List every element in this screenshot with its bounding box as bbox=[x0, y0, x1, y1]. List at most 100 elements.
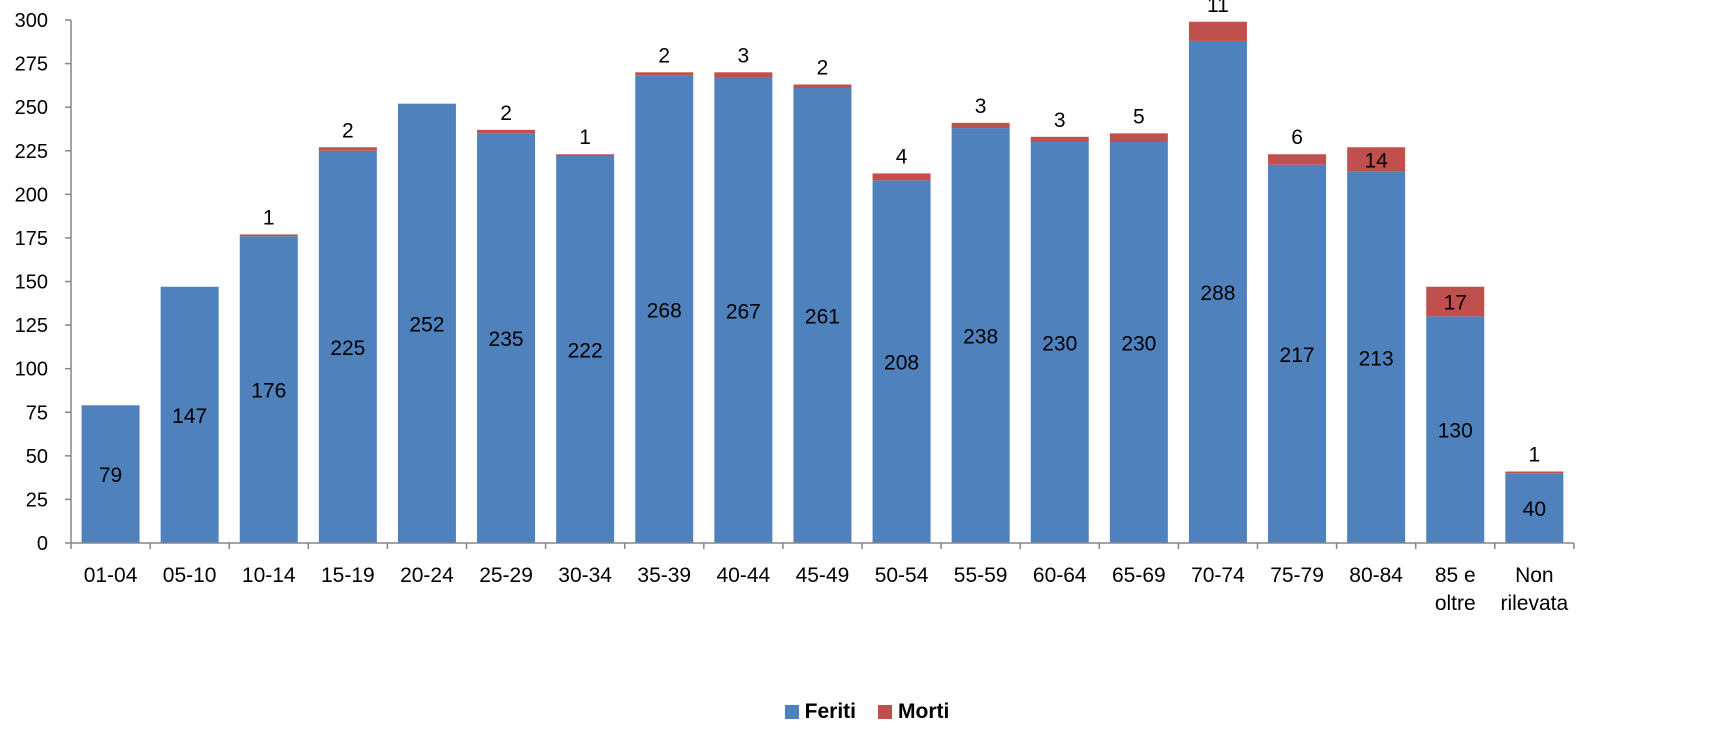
bar-morti bbox=[318, 147, 377, 151]
data-label-morti: 3 bbox=[738, 44, 750, 67]
data-label-feriti: 213 bbox=[1359, 347, 1394, 370]
y-tick-label: 150 bbox=[15, 272, 48, 294]
legend-item-feriti: Feriti bbox=[784, 700, 856, 724]
bar-feriti bbox=[1188, 40, 1247, 544]
bar-feriti bbox=[635, 75, 694, 543]
data-label-feriti: 235 bbox=[489, 328, 524, 351]
bar-feriti bbox=[397, 103, 456, 544]
legend-label-feriti: Feriti bbox=[804, 700, 856, 723]
y-tick-label: 175 bbox=[15, 228, 48, 250]
bar-morti bbox=[714, 72, 773, 78]
data-label-feriti: 238 bbox=[963, 326, 998, 349]
legend-swatch-feriti bbox=[784, 705, 799, 719]
data-label-feriti: 225 bbox=[330, 337, 365, 360]
data-label-morti: 2 bbox=[817, 57, 829, 80]
bar-morti bbox=[951, 122, 1010, 129]
x-tick-label: Non bbox=[1515, 564, 1554, 587]
data-label-morti: 3 bbox=[1054, 109, 1066, 132]
bar-feriti bbox=[1347, 171, 1406, 544]
x-tick-label: 05-10 bbox=[163, 564, 217, 587]
x-tick-label: 45-49 bbox=[796, 564, 850, 587]
bar-morti bbox=[872, 173, 931, 181]
bar-morti bbox=[1347, 147, 1406, 172]
data-label-feriti: 261 bbox=[805, 305, 840, 328]
y-axis: 0 25 50 75 100 125 150 175 200 225 250 275 300 bbox=[15, 10, 72, 555]
bar-feriti bbox=[714, 77, 773, 543]
legend-swatch-morti bbox=[878, 705, 892, 719]
bar-feriti bbox=[239, 236, 298, 543]
data-label-morti: 14 bbox=[1364, 149, 1388, 172]
bar-morti bbox=[1188, 21, 1247, 41]
data-label-feriti: 79 bbox=[99, 464, 122, 487]
data-label-morti: 2 bbox=[658, 44, 670, 67]
data-label-morti: 2 bbox=[342, 119, 354, 142]
bar-morti bbox=[1109, 133, 1168, 143]
bar-feriti bbox=[477, 133, 536, 544]
y-tick-label: 125 bbox=[15, 315, 48, 337]
bar-feriti bbox=[81, 405, 140, 543]
x-tick-label: 35-39 bbox=[637, 564, 691, 587]
x-tick-label: 75-79 bbox=[1270, 564, 1324, 587]
data-label-feriti: 208 bbox=[884, 352, 919, 375]
legend-item-morti: Morti bbox=[878, 700, 949, 724]
bar-feriti bbox=[556, 155, 615, 544]
data-label-feriti: 40 bbox=[1523, 498, 1546, 521]
y-tick-label: 50 bbox=[26, 446, 48, 468]
x-tick-label: 30-34 bbox=[558, 564, 612, 587]
y-tick-label: 200 bbox=[15, 184, 48, 206]
data-label-morti: 6 bbox=[1291, 126, 1303, 149]
x-tick-label: oltre bbox=[1435, 592, 1476, 615]
x-tick-label: 25-29 bbox=[479, 564, 533, 587]
y-tick-label: 300 bbox=[15, 10, 48, 32]
data-label-feriti: 176 bbox=[251, 380, 286, 403]
x-tick-label: 20-24 bbox=[400, 564, 454, 587]
y-tick-label: 75 bbox=[26, 402, 48, 424]
y-tick-label: 25 bbox=[26, 489, 48, 511]
data-label-morti: 1 bbox=[579, 126, 591, 149]
x-tick-label: 85 e bbox=[1435, 564, 1476, 587]
data-label-feriti: 288 bbox=[1200, 282, 1235, 305]
bar-feriti bbox=[872, 180, 931, 544]
bar-feriti bbox=[1030, 142, 1089, 544]
y-tick-label: 225 bbox=[15, 141, 48, 163]
bar-feriti bbox=[1426, 316, 1485, 543]
bar-morti bbox=[556, 154, 615, 156]
bar-morti bbox=[793, 84, 852, 88]
data-label-feriti: 268 bbox=[647, 299, 682, 322]
data-label-feriti: 222 bbox=[568, 339, 603, 362]
y-tick-label: 275 bbox=[15, 54, 48, 76]
data-label-morti: 1 bbox=[263, 206, 275, 229]
x-tick-label: 60-64 bbox=[1033, 564, 1087, 587]
data-label-feriti: 130 bbox=[1438, 420, 1473, 443]
data-label-feriti: 267 bbox=[726, 300, 761, 323]
x-tick-label: 65-69 bbox=[1112, 564, 1166, 587]
bar-feriti bbox=[160, 286, 219, 543]
legend: Feriti Morti bbox=[0, 700, 1734, 724]
data-label-morti: 5 bbox=[1133, 105, 1145, 128]
bars bbox=[81, 21, 1564, 544]
x-tick-label: 50-54 bbox=[875, 564, 929, 587]
x-tick-label: 55-59 bbox=[954, 564, 1008, 587]
bar-feriti bbox=[318, 150, 377, 543]
y-tick-label: 250 bbox=[15, 97, 48, 119]
bar-feriti bbox=[951, 128, 1010, 543]
bar-feriti bbox=[1268, 164, 1327, 544]
data-label-feriti: 230 bbox=[1042, 333, 1077, 356]
data-label-morti: 11 bbox=[1207, 0, 1229, 17]
bar-feriti bbox=[1109, 142, 1168, 544]
data-label-feriti: 252 bbox=[409, 313, 444, 336]
data-label-morti: 1 bbox=[1529, 444, 1541, 467]
data-label-morti: 2 bbox=[500, 102, 512, 125]
legend-label-morti: Morti bbox=[898, 700, 950, 723]
bar-morti bbox=[635, 72, 694, 76]
bar-feriti bbox=[793, 87, 852, 544]
x-tick-label: 01-04 bbox=[84, 564, 138, 587]
bar-morti bbox=[1505, 471, 1564, 474]
bar-morti bbox=[1268, 154, 1327, 165]
x-tick-label: 15-19 bbox=[321, 564, 375, 587]
x-tick-label: 10-14 bbox=[242, 564, 296, 587]
y-tick-label: 0 bbox=[37, 533, 48, 555]
bar-morti bbox=[1426, 286, 1485, 317]
data-label-feriti: 147 bbox=[172, 405, 207, 428]
